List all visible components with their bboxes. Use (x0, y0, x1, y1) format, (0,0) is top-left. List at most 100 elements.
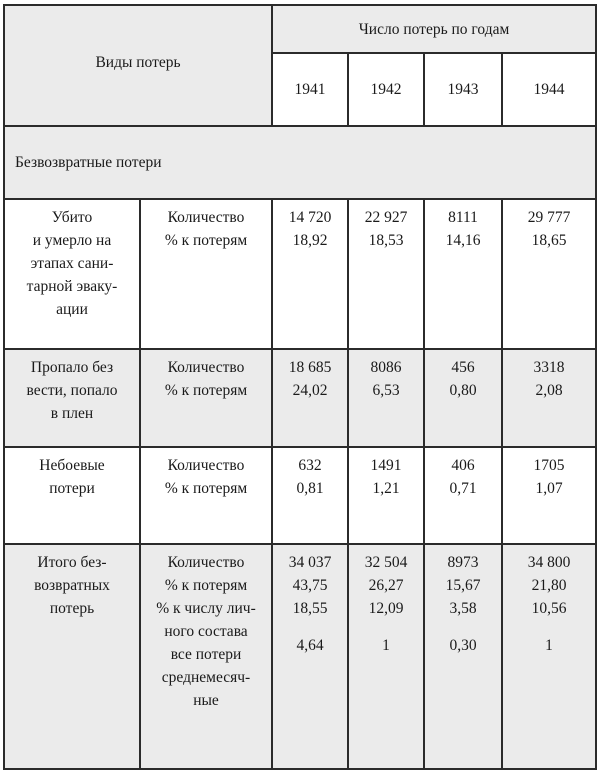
value: 2,08 (535, 382, 563, 399)
value: 632 (298, 457, 322, 474)
loss-type-line: тарной эваку- (26, 278, 118, 295)
loss-type-line: ации (56, 301, 88, 318)
value: 29 777 (527, 209, 571, 226)
value-cell-1944: 34 800 21,80 10,56 1 (500, 543, 598, 770)
value: 1705 (533, 457, 565, 474)
table-row-missing: Пропало без вести, попало в плен Количес… (3, 348, 598, 448)
value: 14,16 (445, 232, 481, 249)
value-cell-1943: 406 0,71 (423, 446, 503, 545)
loss-type-line: возвратных (34, 577, 110, 594)
loss-types-header: Виды потерь (3, 4, 273, 127)
losses-table: Виды потерь Число потерь по годам 1941 1… (2, 4, 598, 770)
loss-type-line: Убито (51, 209, 93, 226)
measure-line: Количество (167, 457, 245, 474)
value: 43,75 (292, 577, 328, 594)
value: 1,21 (372, 480, 400, 497)
value: 1,07 (535, 480, 563, 497)
measure-line: % к потерям (164, 480, 248, 497)
value: 26,27 (368, 577, 404, 594)
value-cell-1944: 1705 1,07 (500, 446, 598, 545)
value: 22 927 (364, 209, 408, 226)
loss-type-cell: Пропало без вести, попало в плен (3, 348, 141, 448)
value: 8111 (448, 209, 478, 226)
value-cell-1942: 1491 1,21 (347, 446, 425, 545)
measure-line: % к потерям (164, 232, 248, 249)
measure-line: Количество (167, 359, 245, 376)
value: 456 (451, 359, 475, 376)
value-cell-1943: 8973 15,67 3,58 0,30 (423, 543, 503, 770)
spacer (273, 620, 347, 634)
value: 18,53 (368, 232, 404, 249)
value-cell-1942: 22 927 18,53 (347, 198, 425, 350)
value-cell-1941: 632 0,81 (271, 446, 349, 545)
value: 8973 (447, 554, 479, 571)
value: 34 800 (527, 554, 571, 571)
table-row-total: Итого без- возвратных потерь Количество … (3, 543, 598, 770)
year-header-1944: 1944 (500, 52, 598, 127)
value: 18,55 (292, 600, 328, 617)
loss-type-line: потерь (49, 600, 95, 617)
loss-type-line: вести, попало (26, 382, 118, 399)
table-row-killed: Убито и умерло на этапах сани- тарной эв… (3, 198, 598, 350)
value-cell-1942: 32 504 26,27 12,09 1 (347, 543, 425, 770)
value-cell-1942: 8086 6,53 (347, 348, 425, 448)
value-cell-1944: 29 777 18,65 (500, 198, 598, 350)
spacer (503, 620, 595, 634)
value: 0,30 (449, 637, 477, 654)
measure-line: Количество (167, 209, 245, 226)
value: 21,80 (531, 577, 567, 594)
loss-type-line: этапах сани- (30, 255, 114, 272)
measure-line: ного состава (164, 623, 248, 640)
value-cell-1943: 456 0,80 (423, 348, 503, 448)
value: 8086 (370, 359, 402, 376)
value: 1491 (370, 457, 402, 474)
measure-line: % к числу лич- (156, 600, 256, 617)
value: 32 504 (364, 554, 408, 571)
loss-type-line: и умерло на (32, 232, 112, 249)
measure-line: ные (193, 692, 219, 709)
year-header-1942: 1942 (347, 52, 425, 127)
spacer (425, 620, 501, 634)
value: 406 (451, 457, 475, 474)
table-row-noncombat: Небоевые потери Количество % к потерям 6… (3, 446, 598, 545)
value: 1 (545, 637, 553, 654)
header-row-years: 1941 1942 1943 1944 (4, 52, 598, 127)
value: 18 685 (288, 359, 332, 376)
measure-line: Количество (167, 554, 245, 571)
measure-line: % к потерям (164, 577, 248, 594)
value: 3318 (533, 359, 565, 376)
value: 0,80 (449, 382, 477, 399)
value-cell-1941: 34 037 43,75 18,55 4,64 (271, 543, 349, 770)
measure-cell: Количество % к потерям (139, 348, 273, 448)
value: 12,09 (368, 600, 404, 617)
value-cell-1944: 3318 2,08 (500, 348, 598, 448)
loss-type-line: потери (49, 480, 95, 497)
measure-line: все потери (170, 646, 242, 663)
value: 4,64 (296, 637, 324, 654)
measure-line: среднемесяч- (161, 669, 251, 686)
value: 34 037 (288, 554, 332, 571)
value: 1 (382, 637, 390, 654)
loss-type-line: Небоевые (39, 457, 105, 474)
value: 3,58 (449, 600, 477, 617)
header-row-group: Виды потерь Число потерь по годам (3, 4, 598, 127)
year-header-1941: 1941 (271, 52, 349, 127)
measure-cell: Количество % к потерям % к числу лич- но… (139, 543, 273, 770)
loss-type-line: Итого без- (37, 554, 107, 571)
section-row: Безвозвратные потери (2, 125, 598, 200)
value: 18,65 (531, 232, 567, 249)
loss-type-line: Пропало без (30, 359, 114, 376)
value: 15,67 (445, 577, 481, 594)
measure-cell: Количество % к потерям (139, 446, 273, 545)
value: 24,02 (292, 382, 328, 399)
value: 14 720 (288, 209, 332, 226)
losses-by-year-header: Число потерь по годам (270, 4, 598, 54)
measure-line: % к потерям (164, 382, 248, 399)
value-cell-1941: 14 720 18,92 (271, 198, 349, 350)
value: 0,81 (296, 480, 324, 497)
loss-type-cell: Убито и умерло на этапах сани- тарной эв… (3, 198, 141, 350)
value-cell-1943: 8111 14,16 (423, 198, 503, 350)
year-header-1943: 1943 (423, 52, 503, 127)
measure-cell: Количество % к потерям (139, 198, 273, 350)
value: 18,92 (292, 232, 328, 249)
